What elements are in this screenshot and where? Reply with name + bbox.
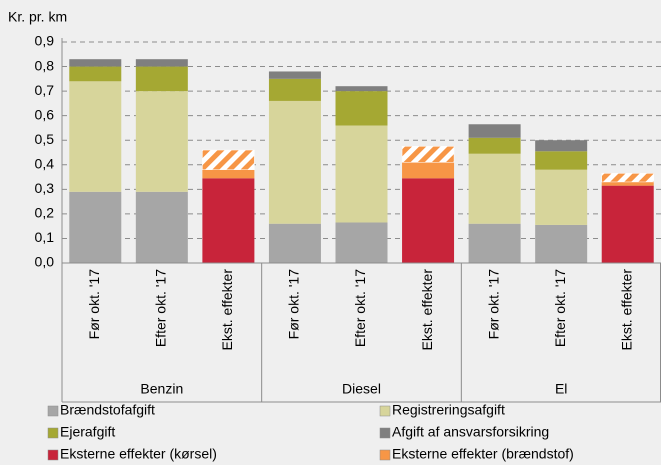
bar-segment [535,224,588,263]
x-tick-label: Før okt. '17 [86,269,102,340]
group-label: Benzin [140,381,183,397]
bar-segment [335,222,388,263]
y-tick-label: 0,6 [35,106,55,122]
bar-segment [601,181,654,186]
legend-swatch [47,449,59,461]
y-tick-label: 0,3 [35,180,55,196]
legend-label: Afgift af ansvarsforsikring [392,424,549,440]
y-tick-label: 0,5 [35,131,55,147]
bar-segment [202,149,255,170]
bar-segment [135,66,188,92]
bar-segment [268,71,321,79]
legend-label: Eksterne effekter (kørsel) [60,446,217,462]
y-tick-label: 0,4 [35,155,55,171]
y-tick-label: 0,7 [35,82,55,98]
bar-segment [69,81,122,192]
bar-segment [69,66,122,82]
bar-segment [601,185,654,263]
bar-segment [335,91,388,126]
x-tick-label: Efter okt. '17 [552,269,568,347]
x-tick-label: Ekst. effekter [219,269,235,351]
bar-segment [202,169,255,179]
bar-segment [335,125,388,223]
bar-segment [135,191,188,263]
x-tick-label: Før okt. '17 [485,269,501,340]
bar-segment [69,59,122,67]
x-tick-label: Ekst. effekter [618,269,634,351]
legend-label: Ejerafgift [60,424,115,440]
bar-segment [535,169,588,225]
group-label: El [555,381,567,397]
bar-segment [69,191,122,263]
group-label: Diesel [342,381,381,397]
y-tick-label: 0,0 [35,254,55,270]
bar-segment [335,86,388,92]
legend-label: Eksterne effekter (brændstof) [392,446,574,462]
y-axis-label: Kr. pr. km [8,9,67,25]
legend-swatch [379,427,391,439]
bar-segment [468,223,521,263]
bar-segment [402,178,455,263]
bar-segment [468,153,521,224]
bar-segment [401,146,455,163]
legend-swatch [47,427,59,439]
bar-segment [535,151,588,170]
bar-segment [135,59,188,67]
bar-segment [135,91,188,192]
bar-segment [268,78,321,101]
y-tick-label: 0,8 [35,57,55,73]
legend-swatch [379,405,391,417]
y-tick-label: 0,9 [35,33,55,49]
bar-segment [468,124,521,138]
x-tick-label: Ekst. effekter [419,269,435,351]
bar-segment [268,100,321,224]
x-tick-label: Efter okt. '17 [352,269,368,347]
bar-segment [535,140,588,152]
legend-swatch [47,405,59,417]
bar-segment [601,173,654,183]
bar-segment [202,178,255,263]
bar-segment [402,162,455,179]
y-tick-label: 0,1 [35,229,55,245]
bar-segment [268,223,321,263]
x-tick-label: Efter okt. '17 [153,269,169,347]
legend-label: Registreringsafgift [392,402,505,418]
x-tick-label: Før okt. '17 [286,269,302,340]
legend-label: Brændstofafgift [60,402,155,418]
bar-segment [468,137,521,154]
legend-swatch [379,449,391,461]
y-tick-label: 0,2 [35,205,55,221]
